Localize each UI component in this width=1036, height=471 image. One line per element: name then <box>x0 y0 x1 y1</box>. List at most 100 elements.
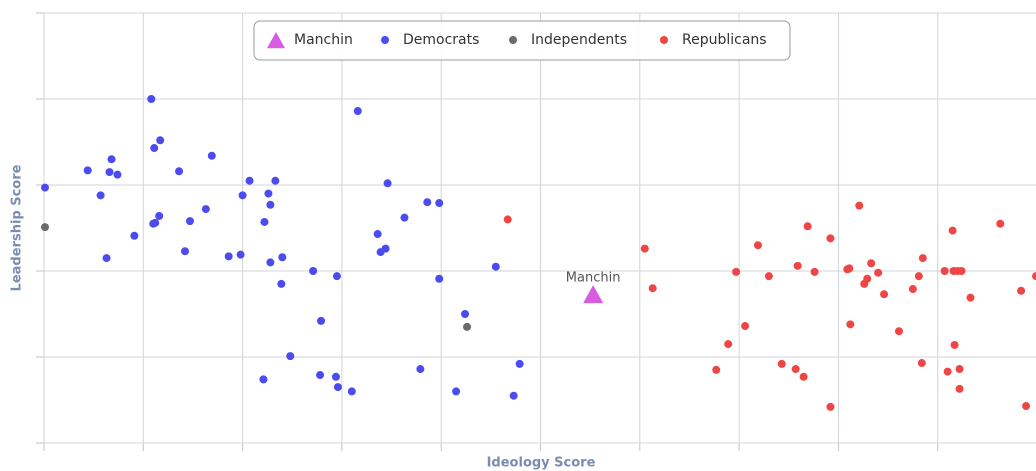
point <box>648 284 657 293</box>
series-democrats <box>40 95 524 400</box>
point <box>874 268 883 277</box>
point <box>151 218 160 227</box>
x-axis-title: Ideology Score <box>487 456 596 471</box>
point <box>245 176 254 185</box>
point <box>331 372 340 381</box>
legend-label: Republicans <box>682 32 767 48</box>
point <box>286 352 295 361</box>
point <box>156 136 165 145</box>
point <box>732 267 741 276</box>
point <box>147 95 156 103</box>
point <box>914 272 923 281</box>
point <box>741 322 750 331</box>
point <box>347 387 356 396</box>
legend-symbol <box>509 36 517 44</box>
point <box>317 316 326 325</box>
point <box>791 365 800 374</box>
point <box>948 226 957 235</box>
point <box>309 267 318 275</box>
point <box>918 254 927 263</box>
point <box>83 166 92 175</box>
legend: Manchin Democrats Independents Republicans <box>253 20 791 61</box>
point <box>955 365 964 374</box>
point <box>259 375 268 384</box>
point <box>503 215 512 224</box>
point <box>803 222 812 231</box>
point <box>826 234 835 243</box>
point <box>764 272 773 281</box>
point <box>238 191 247 200</box>
point <box>894 327 903 336</box>
point <box>491 262 500 271</box>
point <box>753 241 762 250</box>
point <box>846 320 855 329</box>
point <box>1022 402 1031 411</box>
point <box>201 205 210 214</box>
point <box>96 191 105 200</box>
point <box>515 359 524 368</box>
point <box>207 151 216 160</box>
grid <box>36 12 1036 451</box>
legend-symbol <box>267 32 285 49</box>
point <box>236 250 245 259</box>
legend-label: Democrats <box>403 32 479 48</box>
point <box>175 167 184 176</box>
point <box>266 258 275 267</box>
legend-label: Manchin <box>294 32 353 48</box>
point <box>130 231 139 240</box>
point <box>266 200 275 209</box>
point <box>423 198 432 207</box>
point <box>400 213 409 222</box>
point <box>855 201 864 210</box>
point <box>181 247 190 256</box>
point <box>826 402 835 411</box>
point <box>845 264 854 273</box>
point <box>957 267 966 275</box>
point <box>150 144 159 153</box>
point <box>810 267 819 276</box>
point <box>966 293 975 302</box>
point <box>332 272 341 281</box>
point <box>264 189 273 198</box>
point <box>155 211 164 220</box>
point <box>799 372 808 381</box>
legend-box <box>253 20 791 61</box>
point <box>107 155 116 164</box>
point <box>277 279 286 288</box>
point <box>863 274 872 283</box>
series-manchin <box>583 285 604 304</box>
point <box>1017 286 1026 295</box>
point <box>278 253 287 262</box>
point <box>908 285 917 294</box>
point <box>724 340 733 349</box>
point <box>917 359 926 368</box>
point <box>381 244 390 253</box>
legend-symbol <box>660 36 668 44</box>
point <box>996 219 1005 228</box>
point <box>509 391 518 400</box>
point <box>640 244 649 253</box>
point <box>416 365 425 374</box>
point <box>260 217 269 226</box>
point <box>316 371 325 380</box>
point <box>1032 272 1036 281</box>
legend-label: Independents <box>531 32 627 48</box>
point <box>950 340 959 349</box>
point-label: Manchin <box>566 271 621 286</box>
series-republicans <box>503 201 1036 411</box>
y-axis-title: Leadership Score <box>10 164 25 291</box>
point <box>777 359 786 368</box>
point <box>40 223 49 232</box>
point <box>943 367 952 376</box>
point <box>435 199 444 208</box>
point <box>105 168 114 177</box>
point <box>373 230 382 239</box>
point <box>712 365 721 374</box>
point <box>383 179 392 188</box>
point <box>793 261 802 270</box>
point <box>333 383 342 392</box>
point <box>271 176 280 185</box>
point <box>461 310 470 318</box>
